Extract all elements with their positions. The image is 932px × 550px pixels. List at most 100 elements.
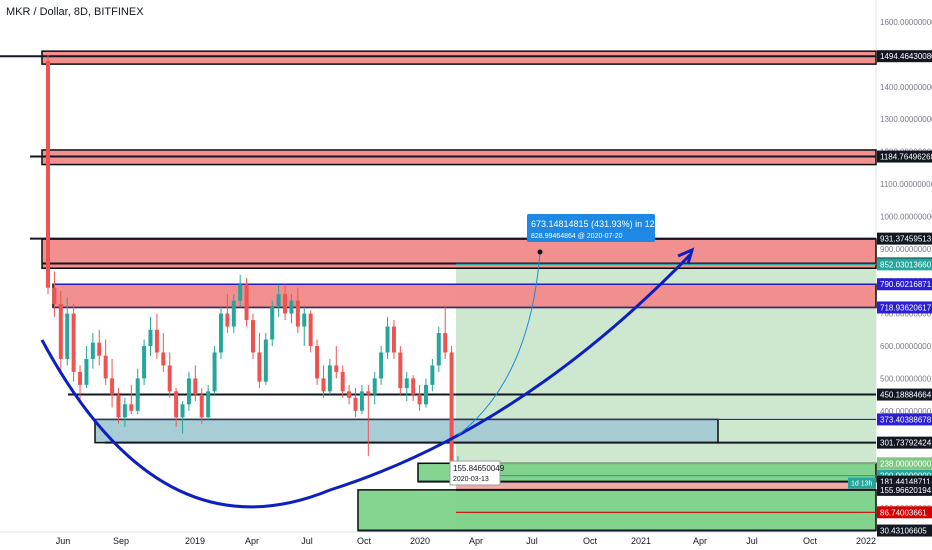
candle-body [251,320,255,353]
candle-body [193,378,198,395]
candle-body [449,352,454,476]
candle-body [154,329,159,353]
price-level-badge [877,232,932,245]
x-tick-label: Oct [583,536,598,546]
y-tick-label: 1300.00000000 [880,115,932,124]
x-tick-label: Apr [693,536,707,546]
resistance-zone [41,50,877,65]
price-level-badge [877,278,932,291]
target-annotation-box [527,214,655,242]
candle-body [58,303,63,359]
candle-body [359,391,364,411]
candle-body [97,342,102,356]
candle-body [334,365,339,372]
price-level-label: 931.37459513 [880,235,932,244]
x-tick-label: Apr [245,536,259,546]
candle-body [347,391,352,398]
y-tick-label: 1100.00000000 [880,180,932,189]
x-tick-label: Jul [746,536,758,546]
x-tick-label: 2021 [631,536,651,546]
candle-body [340,371,345,392]
candle-body [321,378,326,392]
candle-body [52,287,57,304]
price-level-label: 301.73792424 [880,439,932,448]
x-tick-label: Jul [526,536,538,546]
price-level-badge [877,483,932,496]
candle-body [225,313,230,327]
x-tick-label: Jul [301,536,313,546]
support-zone [357,489,877,532]
x-tick-label: 2019 [185,536,205,546]
price-level-badge [877,150,932,163]
price-level-badge [877,506,932,519]
candle-body [379,352,384,379]
support-zone [94,418,719,444]
candle-body [65,313,70,359]
candle-body [263,339,268,382]
price-level-label: 86.74003661 [880,508,927,517]
price-level-label: 373.40388678 [880,415,932,424]
price-level-label: 1184.76496268 [880,153,932,162]
price-level-badge [877,258,932,271]
candle-body [353,397,358,411]
price-level-label: 1494.46430080 [880,52,932,61]
candle-body [212,352,217,392]
candle-body [372,378,377,395]
price-level-badge [877,524,932,537]
target-annotation-main: 673.14814815 (431.93%) in 126d [531,219,665,229]
y-tick-label: 400.00000000 [880,407,932,416]
candle-body [436,333,441,366]
y-tick-label: 500.00000000 [880,374,932,383]
candle-body [180,404,185,418]
target-annotation-sub: 828.99464864 @ 2020-07-20 [531,233,623,240]
price-level-badge [877,436,932,449]
candle-body [276,294,281,308]
x-tick-label: Apr [469,536,483,546]
price-level-badge [877,301,932,314]
candle-body [135,378,140,411]
y-tick-label: 1600.00000000 [880,18,932,27]
candle-body [423,384,428,405]
candle-body [315,346,320,379]
candle-body [110,378,115,395]
candle-body [116,394,121,418]
candle-body [244,284,249,321]
candle-body [391,326,396,353]
candle-body [231,300,236,327]
y-tick-label: 900.00000000 [880,245,932,254]
candle-body [417,394,422,405]
low-marker-date: 2020-03-13 [453,476,489,483]
countdown-badge [848,477,876,489]
candle-body [308,313,313,346]
projection-curve [457,251,541,436]
price-level-badge [877,388,932,401]
projection-loss-zone [456,481,876,490]
price-level-label: 30.43106605 [880,527,927,536]
candle-body [270,307,275,340]
candle-body [122,404,127,418]
price-level-label: 450.18884664 [880,391,932,400]
resistance-zone [52,283,877,309]
candle-body [161,352,166,366]
candle-body [411,378,416,395]
y-tick-label: 700.00000000 [880,310,932,319]
candle-body [443,333,448,353]
candle-body [142,346,147,379]
candle-body [404,378,409,389]
target-point [537,249,543,255]
candle-body [398,352,403,389]
price-level-badge [877,457,932,470]
candle-body [283,294,288,314]
price-level-label: 155.96620194 [880,486,932,495]
candle-body [148,329,153,346]
candle-body [186,378,191,405]
candle-body [78,371,83,385]
candle-body [366,391,371,395]
candle-body [84,358,89,385]
candle-body [385,326,390,353]
candle-body [46,60,50,288]
y-tick-label: 1400.00000000 [880,83,932,92]
candle-body [430,365,435,385]
